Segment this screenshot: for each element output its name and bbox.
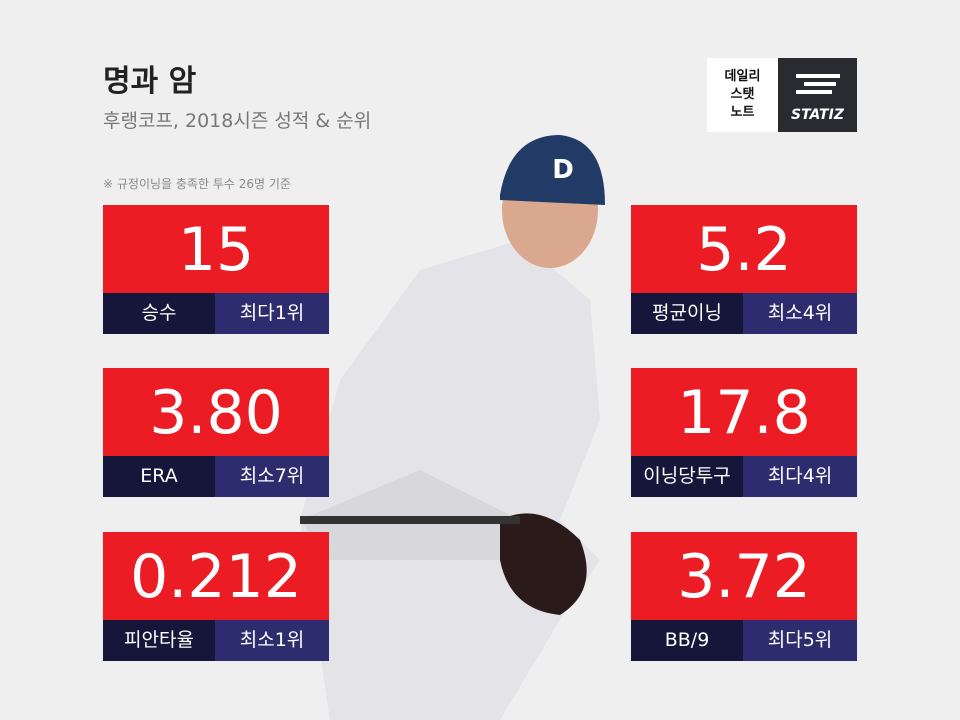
stat-card: 0.212 피안타율 최소1위 xyxy=(103,532,329,661)
stat-row: 피안타율 최소1위 xyxy=(103,620,329,661)
stat-rank: 최소4위 xyxy=(743,293,857,334)
stat-rank: 최다1위 xyxy=(215,293,329,334)
stat-card: 3.72 BB/9 최다5위 xyxy=(631,532,857,661)
stat-label: 승수 xyxy=(103,293,215,334)
logo-line: 스탯 xyxy=(730,87,755,102)
subtitle: 후랭코프, 2018시즌 성적 & 순위 xyxy=(103,110,372,132)
stat-card: 3.80 ERA 최소7위 xyxy=(103,368,329,497)
stat-value: 3.72 xyxy=(631,532,857,620)
stat-row: 평균이닝 최소4위 xyxy=(631,293,857,334)
stat-label: 평균이닝 xyxy=(631,293,743,334)
stat-card: 5.2 평균이닝 최소4위 xyxy=(631,205,857,334)
stat-row: BB/9 최다5위 xyxy=(631,620,857,661)
stat-card: 17.8 이닝당투구 최다4위 xyxy=(631,368,857,497)
stat-label: BB/9 xyxy=(631,620,743,661)
stat-card: 15 승수 최다1위 xyxy=(103,205,329,334)
stat-label: 피안타율 xyxy=(103,620,215,661)
logo-line: 노트 xyxy=(730,105,755,120)
stat-value: 15 xyxy=(103,205,329,293)
stat-value: 5.2 xyxy=(631,205,857,293)
logo-icon xyxy=(796,74,840,94)
stat-label: ERA xyxy=(103,456,215,497)
stat-value: 3.80 xyxy=(103,368,329,456)
stat-rank: 최다4위 xyxy=(743,456,857,497)
brand: STATIZ xyxy=(791,107,844,123)
logo-brand: STATIZ xyxy=(778,58,857,132)
stat-value: 0.212 xyxy=(103,532,329,620)
logo-line: 데일리 xyxy=(724,69,761,84)
title: 명과 암 xyxy=(103,64,197,99)
stat-value: 17.8 xyxy=(631,368,857,456)
svg-text:D: D xyxy=(552,155,574,185)
note: ※ 규정이닝을 충족한 투수 26명 기준 xyxy=(103,177,291,191)
stat-rank: 최소7위 xyxy=(215,456,329,497)
stat-row: ERA 최소7위 xyxy=(103,456,329,497)
stat-row: 승수 최다1위 xyxy=(103,293,329,334)
logo-text: 데일리 스탯 노트 xyxy=(707,58,778,132)
stat-label: 이닝당투구 xyxy=(631,456,743,497)
stat-rank: 최소1위 xyxy=(215,620,329,661)
stat-rank: 최다5위 xyxy=(743,620,857,661)
stat-row: 이닝당투구 최다4위 xyxy=(631,456,857,497)
